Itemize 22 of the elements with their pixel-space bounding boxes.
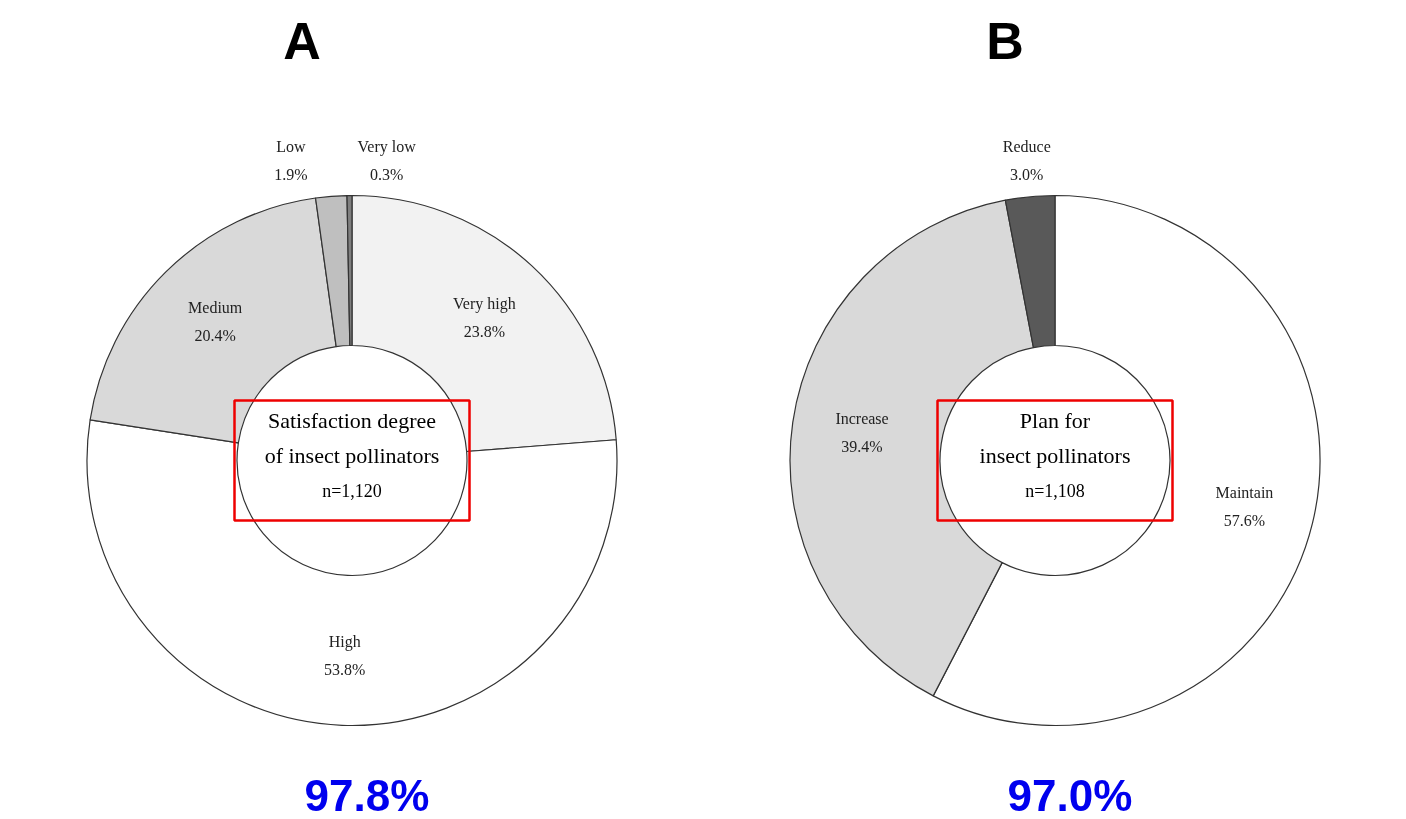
slice-label: Maintain [1215, 484, 1274, 502]
data-label: 3.0% [1010, 165, 1044, 183]
slice-label: Very high [453, 295, 516, 314]
slice-label: Low [276, 138, 307, 156]
data-label: 57.6% [1223, 511, 1266, 529]
text: 97.8% [304, 771, 430, 819]
slice-label: Increase [835, 410, 889, 428]
data-label: 23.8% [463, 322, 506, 340]
chart-title: B [986, 11, 1024, 70]
slice-label: Very low [357, 138, 417, 157]
text: 97.0% [1007, 771, 1133, 819]
data-label: 20.4% [194, 326, 236, 344]
data-label: 39.4% [841, 437, 883, 455]
data-label: 0.3% [370, 165, 404, 183]
slice-label: Medium [188, 299, 243, 317]
data-label: 1.9% [274, 165, 308, 183]
slice-label: Reduce [1002, 138, 1051, 156]
text: Satisfaction degree of insect pollinators n=1,120 [264, 408, 440, 501]
data-label: 53.8% [324, 660, 366, 678]
slice-label: High [328, 633, 361, 652]
text: Plan for insect pollinators n=1,108 [979, 408, 1131, 501]
chart-title: A [283, 11, 321, 70]
